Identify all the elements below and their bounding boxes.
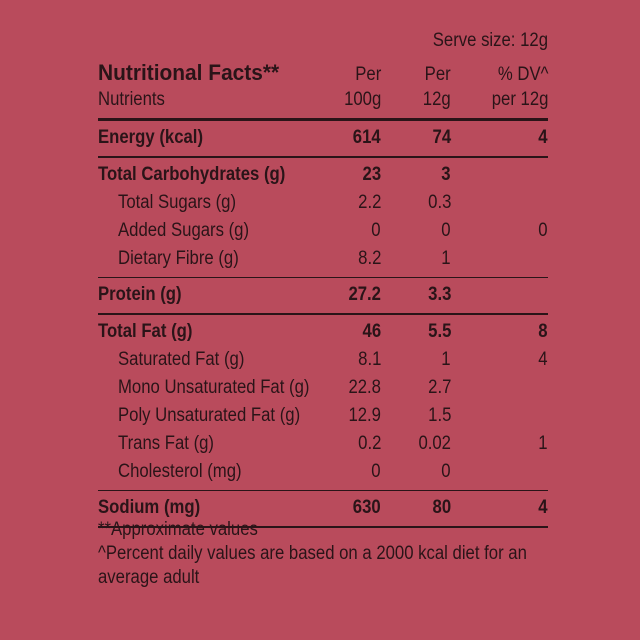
nutrient-row: Total Carbohydrates (g) 23 3 xyxy=(98,161,548,189)
column-header-line: 12g xyxy=(423,89,451,110)
nutrient-row: Total Sugars (g) 2.2 0.3 xyxy=(98,189,548,217)
column-header-line: % DV^ xyxy=(497,64,548,85)
value-daily-value: 8 xyxy=(538,320,548,342)
value-per-100g: 8.1 xyxy=(357,348,381,370)
value-daily-value: 4 xyxy=(538,497,548,518)
nutrient-label: Sodium (mg) xyxy=(98,497,201,518)
nutrition-title: Nutritional Facts** xyxy=(98,60,280,85)
nutrient-row: Energy (kcal) 614 74 4 xyxy=(98,124,548,152)
value-daily-value: 1 xyxy=(538,432,548,454)
value-daily-value: 4 xyxy=(538,127,548,148)
value-per-100g: 0 xyxy=(371,219,381,241)
nutrient-label: Total Carbohydrates (g) xyxy=(98,163,286,185)
nutrient-row: Total Fat (g) 46 5.5 8 xyxy=(98,318,548,346)
value-per-100g: 12.9 xyxy=(348,404,381,426)
footnote: **Approximate values xyxy=(98,519,258,540)
value-per-100g: 23 xyxy=(362,163,381,185)
value-per-12g: 0 xyxy=(441,219,451,241)
column-header-line: per 12g xyxy=(491,89,548,110)
nutrient-group: Energy (kcal) 614 74 4 xyxy=(98,121,548,156)
nutrient-group: Sodium (mg) 630 80 4 xyxy=(98,491,548,526)
column-header-line: Per xyxy=(424,64,451,85)
value-per-12g: 5.5 xyxy=(427,320,451,342)
value-per-100g: 8.2 xyxy=(357,247,381,269)
footnote: average adult xyxy=(98,567,200,588)
value-per-12g: 3 xyxy=(441,163,451,185)
value-per-12g: 3.3 xyxy=(427,284,451,305)
nutrient-label: Poly Unsaturated Fat (g) xyxy=(118,404,301,426)
group-divider xyxy=(98,489,548,491)
nutrient-label: Cholesterol (mg) xyxy=(118,460,242,482)
nutrient-row: Sodium (mg) 630 80 4 xyxy=(98,494,548,522)
column-header-line: Per xyxy=(354,64,381,85)
nutrient-group: Protein (g) 27.2 3.3 xyxy=(98,278,548,313)
value-per-12g: 1 xyxy=(441,247,451,269)
header-divider xyxy=(98,118,548,121)
value-per-12g: 2.7 xyxy=(427,376,451,398)
nutrient-row: Mono Unsaturated Fat (g) 22.8 2.7 xyxy=(98,374,548,402)
value-per-12g: 0.02 xyxy=(418,432,451,454)
nutrient-row: Dietary Fibre (g) 8.2 1 xyxy=(98,245,548,273)
value-per-12g: 74 xyxy=(432,127,451,148)
column-header-per-100g: Per 100g xyxy=(344,62,381,112)
value-per-100g: 0.2 xyxy=(357,432,381,454)
value-per-100g: 27.2 xyxy=(348,284,381,305)
nutrient-group: Total Carbohydrates (g) 23 3 Total Sugars (… xyxy=(98,158,548,277)
nutrient-label: Added Sugars (g) xyxy=(118,219,250,241)
value-per-12g: 1 xyxy=(441,348,451,370)
footnotes: **Approximate values ^Percent daily valu… xyxy=(98,518,568,590)
column-header-daily-value: % DV^ per 12g xyxy=(491,62,548,112)
nutrient-row: Added Sugars (g) 0 0 0 xyxy=(98,217,548,245)
value-per-100g: 46 xyxy=(362,320,381,342)
nutrient-label: Total Sugars (g) xyxy=(118,191,237,213)
value-daily-value: 0 xyxy=(538,219,548,241)
nutrient-group: Total Fat (g) 46 5.5 8 Saturated Fat (g) 8.1 1… xyxy=(98,315,548,490)
value-per-12g: 0.3 xyxy=(427,191,451,213)
nutrient-row: Poly Unsaturated Fat (g) 12.9 1.5 xyxy=(98,402,548,430)
value-per-12g: 80 xyxy=(432,497,451,518)
value-per-100g: 630 xyxy=(353,497,381,518)
value-per-100g: 0 xyxy=(371,460,381,482)
value-per-12g: 1.5 xyxy=(427,404,451,426)
nutrient-label: Trans Fat (g) xyxy=(118,432,215,454)
nutrient-label: Saturated Fat (g) xyxy=(118,348,245,370)
table-header: Nutritional Facts** Nutrients Per 100g P… xyxy=(98,60,548,118)
nutrient-label: Mono Unsaturated Fat (g) xyxy=(118,376,310,398)
group-divider xyxy=(98,526,548,528)
group-divider xyxy=(98,313,548,315)
footnote: ^Percent daily values are based on a 200… xyxy=(98,543,527,564)
group-divider xyxy=(98,276,548,278)
value-per-12g: 0 xyxy=(441,460,451,482)
nutrient-row: Cholesterol (mg) 0 0 xyxy=(98,458,548,486)
nutrition-table-body: Energy (kcal) 614 74 4 Total Carbohydrates (… xyxy=(98,121,548,528)
serve-size: Serve size: 12g xyxy=(432,30,548,51)
value-daily-value: 4 xyxy=(538,348,548,370)
nutrient-row: Protein (g) 27.2 3.3 xyxy=(98,281,548,309)
column-header-line: 100g xyxy=(343,89,381,110)
nutrient-row: Saturated Fat (g) 8.1 1 4 xyxy=(98,346,548,374)
value-per-100g: 22.8 xyxy=(348,376,381,398)
group-divider xyxy=(98,156,548,158)
nutrients-column-header: Nutrients xyxy=(98,89,165,110)
value-per-100g: 2.2 xyxy=(357,191,381,213)
nutrition-facts-panel: Serve size: 12g Nutritional Facts** Nutr… xyxy=(98,30,548,528)
nutrient-label: Energy (kcal) xyxy=(98,127,204,148)
value-per-100g: 614 xyxy=(353,127,381,148)
nutrient-label: Total Fat (g) xyxy=(98,320,193,342)
column-header-per-12g: Per 12g xyxy=(423,62,451,112)
nutrient-label: Dietary Fibre (g) xyxy=(118,247,239,269)
nutrient-row: Trans Fat (g) 0.2 0.02 1 xyxy=(98,430,548,458)
nutrient-label: Protein (g) xyxy=(98,284,182,305)
